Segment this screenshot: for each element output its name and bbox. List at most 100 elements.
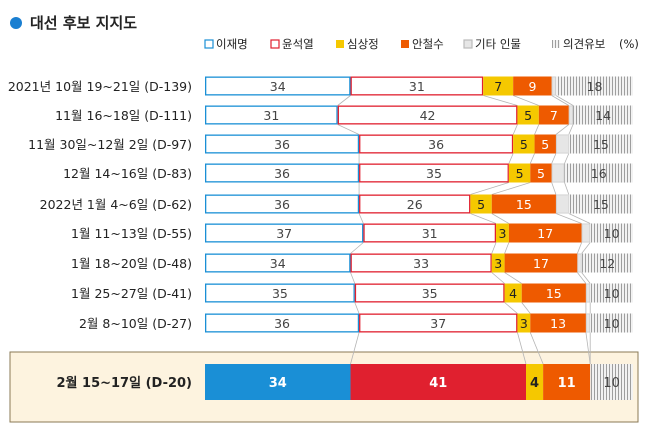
data-label: 15 [516,197,532,212]
bar-segment-3 [517,313,531,333]
data-label: 10 [604,286,620,301]
bar-segment-3 [508,163,531,183]
data-label: 16 [591,166,607,181]
category-label: 2022년 1월 4~6일 (D-62) [40,197,192,212]
bar-segment-1 [204,163,360,183]
legend-swatch-6 [552,40,560,48]
chart-title-block: 대선 후보 지지도 [10,12,137,33]
connector-line [529,332,544,365]
bar-segment-6 [568,134,633,154]
data-label: 35 [272,286,288,301]
connector-line [521,302,531,314]
bar-segment-6 [555,76,633,96]
connector-line [513,95,539,106]
bar-segment-3 [496,223,509,243]
bar-segment-6 [590,223,633,243]
bar-segment-4 [513,76,552,96]
category-label: 11월 16~18일 (D-111) [55,108,192,123]
data-label: 5 [524,108,532,123]
connector-line [551,95,570,106]
connector-line [585,332,591,365]
bar-segment-6 [568,194,633,214]
bar-segment-4 [521,283,586,303]
connector-line [577,272,587,284]
bar-segment-6 [590,313,633,333]
data-label: 3 [498,226,506,241]
legend-label-4: 안철수 [412,37,444,51]
bar-segment-5 [555,194,569,214]
legend-label-1: 이재명 [216,37,248,51]
connector-line [491,213,510,224]
connector-line [517,332,527,365]
bar-segment-4 [530,163,552,183]
connector-line [512,124,518,135]
bar-segment-2 [359,163,509,183]
data-label: 5 [541,137,549,152]
connector-line [564,182,570,195]
data-label: 42 [420,108,436,123]
data-label: 4 [530,376,539,391]
data-label: 5 [516,166,524,181]
data-label: 31 [409,79,425,94]
bar-segment-3 [483,76,514,96]
bar-segment-5 [581,223,591,243]
bar-segment-1 [205,364,351,400]
data-label: 31 [422,226,438,241]
category-label: 1월 25~27일 (D-41) [71,286,192,301]
connector-line [358,213,364,224]
data-label: 5 [537,166,545,181]
data-label: 36 [274,316,290,331]
bar-segment-6 [590,364,633,400]
bar-segment-4 [534,134,556,154]
bar-segment-1 [204,223,364,243]
bar-segment-3 [513,134,535,154]
bar-segment-2 [359,134,514,154]
data-label: 33 [413,256,429,271]
data-label: 36 [428,137,444,152]
connector-line [568,213,591,224]
data-label: 35 [422,286,438,301]
connector-line [508,153,514,164]
legend-swatch-1 [204,39,214,49]
data-label: 36 [274,137,290,152]
data-label: 5 [477,197,485,212]
data-label: 18 [587,79,603,94]
category-label: 1월 18~20일 (D-48) [71,256,192,271]
data-label: 31 [263,108,279,123]
bar-segment-1 [204,253,351,273]
data-label: 34 [269,376,287,391]
bar-segment-2 [350,76,484,96]
bar-segment-2 [359,194,471,214]
connector-line [581,272,591,284]
bar-segment-3 [526,364,544,400]
connector-line [529,153,535,164]
bar-segment-4 [530,313,586,333]
bar-segment-6 [581,253,633,273]
data-label: 7 [550,108,558,123]
connector-line [491,242,497,254]
legend-label-5: 기타 인물 [475,37,521,51]
connector-line [504,242,510,254]
data-label: 12 [599,256,615,271]
legend-swatch-3 [336,40,344,48]
bar-segment-3 [491,253,505,273]
category-label: 12월 14~16일 (D-83) [63,166,192,181]
data-label: 7 [494,79,502,94]
data-label: 34 [270,256,286,271]
bar-segment-4 [543,364,591,400]
data-label: 10 [604,316,620,331]
bar-segment-5 [555,134,569,154]
data-label: 10 [603,376,620,391]
connector-line [350,332,360,365]
connector-line [483,95,518,106]
connector-line [491,272,505,284]
bar-segment-1 [204,76,351,96]
bar-segment-2 [350,253,492,273]
connector-line [491,182,531,195]
bar-segment-4 [508,223,582,243]
legend-swatch-2 [270,39,280,49]
connector-line [576,242,583,254]
data-label: 37 [430,316,446,331]
